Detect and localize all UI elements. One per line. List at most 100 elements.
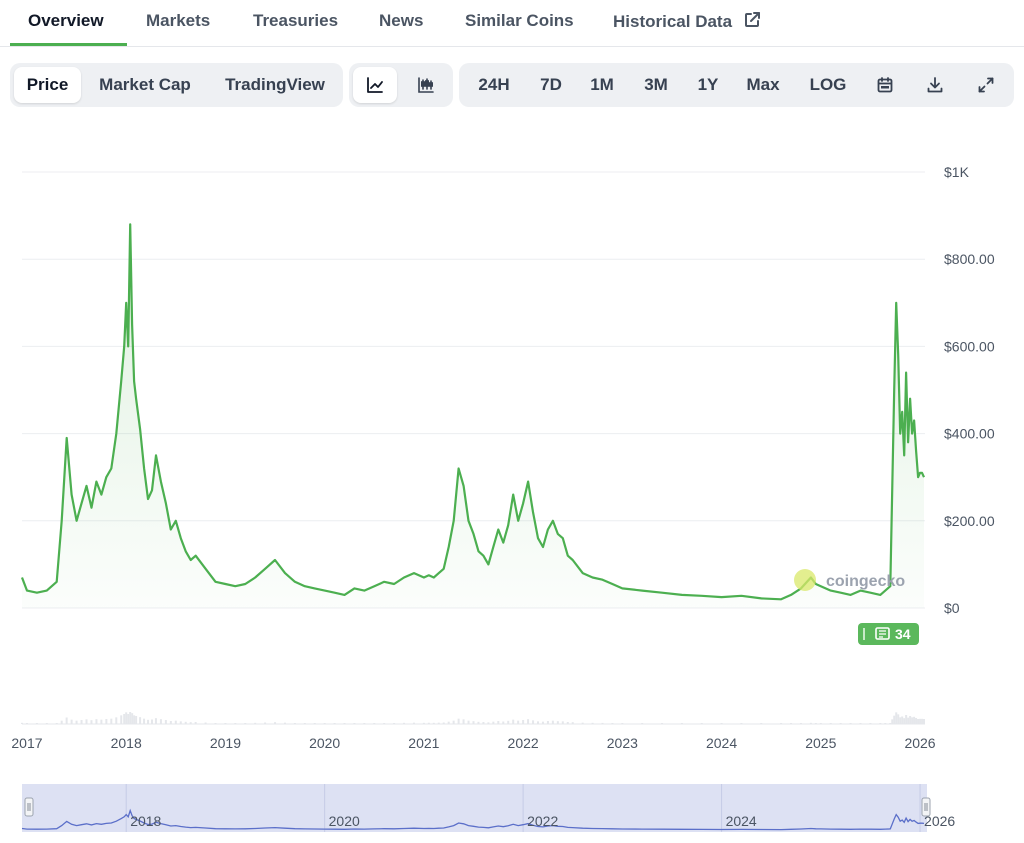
candlestick-button[interactable] [404, 67, 448, 103]
price-area-fill [22, 224, 924, 609]
line-chart-button[interactable] [353, 67, 397, 103]
volume-bar [75, 720, 78, 724]
tab-news[interactable]: News [379, 11, 424, 30]
volume-bar [891, 719, 894, 724]
coingecko-watermark: coingecko [794, 569, 905, 591]
volume-bar [601, 722, 604, 724]
volume-bar [507, 720, 510, 724]
volume-bar [467, 720, 470, 724]
volume-bar [60, 720, 63, 724]
volume-bar [512, 719, 515, 724]
volume-bar [85, 719, 88, 724]
calendar-button[interactable] [863, 67, 907, 103]
tab-overview[interactable]: Overview [28, 11, 104, 30]
navigator-left-handle[interactable] [24, 797, 34, 817]
navigator-labels: 2018 2020 2022 2024 2026 [130, 813, 955, 829]
active-tab-indicator [10, 43, 127, 46]
volume-bar [143, 718, 146, 724]
tab-historical-data-label: Historical Data [613, 12, 733, 31]
market-cap-button[interactable]: Market Cap [99, 75, 191, 94]
price-button[interactable]: Price [14, 67, 81, 103]
volume-bar [487, 722, 490, 724]
volume-bar [21, 722, 23, 724]
volume-bar [127, 714, 130, 724]
volume-bar [581, 722, 584, 724]
volume-bar [403, 722, 406, 724]
x-tick-label: 2018 [111, 735, 142, 751]
x-tick-label: 2022 [508, 735, 539, 751]
volume-bar [131, 713, 134, 724]
download-button[interactable] [913, 67, 957, 103]
x-axis-labels: 2017 2018 2019 2020 2021 2022 2023 2024 2025 2026 [11, 735, 935, 751]
navigator-line [21, 808, 925, 831]
tab-similar-coins[interactable]: Similar Coins [465, 11, 574, 30]
news-badge-marker [863, 628, 865, 640]
range-group: 24H 7D 1M 3M 1Y Max LOG [459, 63, 1014, 107]
navigator-label: 2024 [726, 813, 757, 829]
range-1m-button[interactable]: 1M [590, 75, 614, 94]
navigator-right-handle[interactable] [921, 797, 931, 817]
tab-treasuries[interactable]: Treasuries [253, 11, 339, 30]
volume-bar [477, 721, 480, 724]
volume-bar [90, 720, 93, 724]
volume-bar [917, 719, 920, 724]
log-scale-button[interactable]: LOG [809, 75, 847, 94]
volume-bar [919, 718, 922, 724]
x-tick-label: 2025 [805, 735, 836, 751]
navigator-label: 2022 [527, 813, 558, 829]
tradingview-button[interactable]: TradingView [225, 75, 325, 94]
range-max-button[interactable]: Max [746, 75, 780, 94]
volume-bar [432, 722, 435, 724]
volume-bar [125, 712, 128, 724]
volume-bar [147, 719, 150, 724]
range-navigator[interactable]: 2018 2020 2022 2024 2026 [21, 784, 955, 832]
volume-bar [422, 722, 425, 724]
tab-markets[interactable]: Markets [146, 11, 211, 30]
volume-bar [571, 722, 574, 724]
volume-bar [472, 721, 475, 724]
volume-bars [21, 712, 926, 724]
price-chart[interactable]: $1K$800.00$600.00$400.00$200.00$0 2017 20… [0, 120, 1024, 843]
volume-bar [115, 717, 118, 724]
range-3m-button[interactable]: 3M [644, 75, 668, 94]
volume-bar [164, 720, 167, 724]
x-tick-label: 2026 [904, 735, 935, 751]
volume-bar [923, 719, 926, 724]
x-tick-label: 2021 [408, 735, 439, 751]
expand-icon [978, 77, 994, 93]
volume-bar [123, 714, 126, 724]
volume-bar [899, 717, 902, 724]
volume-bar [482, 722, 485, 724]
range-7d-button[interactable]: 7D [540, 75, 562, 94]
volume-bar [527, 719, 530, 724]
news-badge-count: 34 [895, 626, 911, 642]
volume-bar [184, 721, 187, 724]
volume-bar [911, 717, 914, 724]
news-badge[interactable]: 34 [858, 623, 919, 645]
volume-bar [274, 722, 277, 724]
range-1y-button[interactable]: 1Y [697, 75, 719, 94]
volume-bar [561, 721, 564, 724]
volume-bar [283, 722, 286, 724]
coingecko-logo-icon [794, 569, 816, 591]
x-tick-label: 2019 [210, 735, 241, 751]
volume-bar [105, 719, 108, 724]
navigator-label: 2018 [130, 813, 161, 829]
watermark-text: coingecko [826, 573, 905, 590]
tab-historical-data[interactable]: Historical Data [613, 11, 761, 32]
range-24h-button[interactable]: 24H [478, 75, 510, 94]
volume-bar [905, 715, 908, 724]
navigator-grid [125, 784, 921, 832]
volume-bar [65, 717, 68, 724]
volume-bar [913, 716, 916, 724]
volume-bar [566, 722, 569, 724]
calendar-icon [877, 77, 893, 93]
volume-bar [895, 712, 898, 724]
volume-bar [522, 720, 525, 724]
volume-bar [897, 714, 900, 724]
expand-button[interactable] [964, 67, 1008, 103]
volume-bar [254, 722, 257, 724]
volume-bar [204, 722, 207, 724]
volume-bar [100, 719, 103, 724]
volume-bar [809, 722, 812, 724]
